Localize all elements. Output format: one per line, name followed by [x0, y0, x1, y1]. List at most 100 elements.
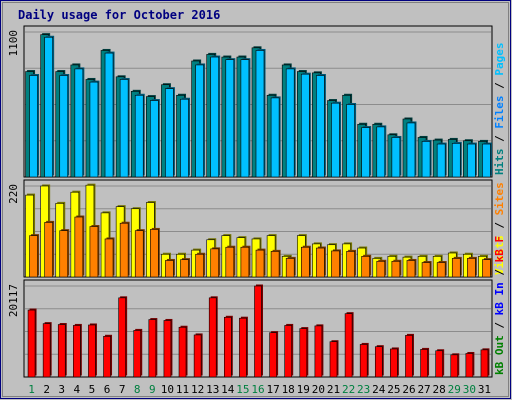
- bar-files: [180, 98, 189, 178]
- bar-files: [89, 81, 99, 178]
- x-tick-label: 3: [58, 383, 65, 396]
- bar-files: [119, 79, 129, 178]
- x-tick-label: 18: [282, 383, 295, 396]
- bar-kb-f: [269, 332, 277, 378]
- bar-files: [165, 88, 174, 178]
- y-max-label: 1100: [7, 30, 20, 57]
- bar-files: [316, 75, 325, 178]
- legend-separator: /: [493, 262, 506, 282]
- bar-sites: [346, 251, 355, 278]
- x-tick-label: 24: [372, 383, 386, 396]
- bar-sites: [210, 248, 220, 278]
- bar-files: [467, 143, 476, 178]
- y-max-label: 220: [7, 184, 20, 204]
- x-tick-label: 9: [149, 383, 156, 396]
- bar-files: [300, 73, 310, 178]
- x-tick-label: 15: [236, 383, 249, 396]
- bar-sites: [270, 251, 280, 278]
- bar-files: [331, 102, 340, 178]
- bar-sites: [285, 258, 295, 278]
- bar-sites: [316, 247, 325, 278]
- bar-sites: [451, 258, 461, 278]
- panel-hits-files-pages: 1100 Hits / Files / Pages: [7, 25, 506, 178]
- bar-files: [150, 100, 159, 178]
- bar-sites: [89, 226, 99, 278]
- bar-kb-f: [344, 313, 353, 378]
- bar-files: [44, 36, 53, 178]
- x-tick-label: 23: [357, 383, 370, 396]
- bar-files: [29, 75, 38, 178]
- bar-sites: [225, 246, 235, 278]
- x-tick-label: 26: [402, 383, 415, 396]
- legend-hits: Hits: [493, 149, 506, 176]
- bar-sites: [421, 262, 431, 278]
- x-tick-label: 28: [433, 383, 446, 396]
- bar-kb-f: [118, 297, 126, 378]
- bar-kb-f: [148, 319, 157, 378]
- bar-sites: [104, 238, 114, 278]
- bar-kb-f: [57, 324, 66, 378]
- bar-kb-f: [314, 325, 323, 378]
- bar-files: [270, 97, 280, 178]
- bar-files: [59, 75, 69, 178]
- panel-visits-sites: 220 Visits / Sites: [7, 179, 506, 278]
- bar-kb-f: [405, 335, 413, 378]
- bar-sites: [255, 249, 265, 278]
- bar-files: [285, 68, 295, 178]
- legend: Visits / Sites: [493, 182, 506, 275]
- bar-kb-f: [224, 316, 232, 378]
- chart-panels: 1100 Hits / Files / Pages 220 Visits / Site…: [7, 25, 506, 378]
- x-tick-label: 13: [206, 383, 219, 396]
- x-tick-label: 12: [191, 383, 204, 396]
- bar-files: [421, 141, 431, 178]
- legend-separator: /: [493, 129, 506, 149]
- bar-sites: [44, 222, 53, 278]
- bar-kb-f: [465, 353, 474, 378]
- x-tick-label: 22: [342, 383, 355, 396]
- bar-sites: [391, 260, 401, 278]
- x-tick-label: 14: [221, 383, 235, 396]
- bar-kb-f: [435, 350, 443, 378]
- bar-kb-f: [420, 349, 428, 378]
- legend-files: Files: [493, 96, 506, 129]
- bar-kb-f: [133, 330, 142, 378]
- legend-kb-f: kB F: [493, 236, 506, 263]
- bar-files: [406, 122, 416, 178]
- bar-kb-f: [178, 326, 187, 378]
- x-tick-label: 21: [327, 383, 340, 396]
- bar-files: [255, 50, 265, 178]
- x-axis-labels: 1 2 3 4 5 6 7 8 9 10 11 12 13 14 15 16 17 18 19 20 21 22 23 24 2…: [28, 383, 491, 396]
- chart-inner-border: [2, 2, 509, 397]
- legend: kB Out / kB In / kB F: [493, 236, 506, 375]
- x-tick-label: 8: [134, 383, 141, 396]
- bar-kb-f: [450, 354, 459, 378]
- bar-sites: [331, 250, 340, 278]
- bar-sites: [59, 230, 69, 278]
- bar-files: [104, 52, 114, 178]
- x-tick-label: 2: [43, 383, 50, 396]
- bar-kb-f: [103, 335, 111, 378]
- bar-files: [482, 143, 491, 178]
- x-tick-label: 30: [463, 383, 476, 396]
- bar-sites: [165, 260, 174, 278]
- x-tick-label: 29: [448, 383, 461, 396]
- bar-kb-f: [163, 320, 172, 378]
- bar-files: [225, 59, 235, 178]
- legend-separator: /: [493, 76, 506, 96]
- legend-separator: /: [493, 215, 506, 235]
- bar-kb-f: [359, 344, 368, 378]
- legend-sites: Sites: [493, 182, 506, 215]
- bar-sites: [467, 258, 476, 278]
- x-tick-label: 10: [161, 383, 174, 396]
- bar-kb-f: [254, 285, 262, 378]
- bar-sites: [195, 253, 204, 278]
- bar-files: [74, 68, 84, 178]
- bar-kb-f: [284, 325, 292, 378]
- bar-kb-f: [390, 348, 398, 378]
- chart-title: Daily usage for October 2016: [18, 8, 220, 22]
- bar-sites: [134, 230, 144, 278]
- legend-kb-out: kB Out: [493, 335, 506, 375]
- bar-kb-f: [329, 341, 338, 378]
